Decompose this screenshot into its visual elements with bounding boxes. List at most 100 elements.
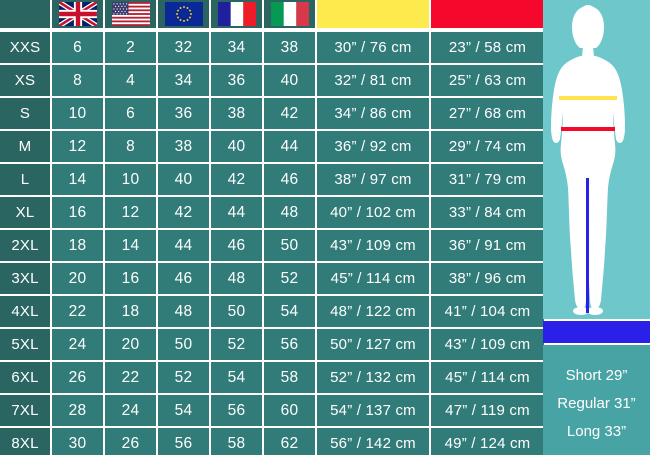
- cell-us: 4: [105, 65, 156, 96]
- cell-it: 40: [264, 65, 315, 96]
- cell-us: 8: [105, 131, 156, 162]
- header-waist-bar: [431, 0, 544, 28]
- table-row: 3XL 20 16 46 48 52 45” / 114 cm 38” / 96 cm: [0, 263, 544, 294]
- cell-uk: 12: [52, 131, 103, 162]
- cell-fr: 56: [211, 395, 262, 426]
- figure-panel: Short 29” Regular 31” Long 33”: [543, 0, 650, 455]
- cell-size: XXS: [0, 32, 50, 63]
- table-row: M 12 8 38 40 44 36” / 92 cm 29” / 74 cm: [0, 131, 544, 162]
- cell-eu: 42: [158, 197, 209, 228]
- cell-size: 5XL: [0, 329, 50, 360]
- cell-it: 46: [264, 164, 315, 195]
- cell-eu: 36: [158, 98, 209, 129]
- table-row: 7XL 28 24 54 56 60 54” / 137 cm 47” / 119 cm: [0, 395, 544, 426]
- cell-fr: 52: [211, 329, 262, 360]
- cell-uk: 22: [52, 296, 103, 327]
- cell-fr: 40: [211, 131, 262, 162]
- cell-fr: 48: [211, 263, 262, 294]
- cell-us: 6: [105, 98, 156, 129]
- cell-it: 38: [264, 32, 315, 63]
- inseam-color-bar: [543, 321, 650, 343]
- cell-waist: 36” / 91 cm: [431, 230, 544, 261]
- cell-bust: 45” / 114 cm: [317, 263, 429, 294]
- waist-measure-line: [561, 127, 615, 131]
- cell-us: 26: [105, 428, 156, 455]
- flag-eu-icon: [164, 2, 203, 26]
- table-row: 4XL 22 18 48 50 54 48” / 122 cm 41” / 104 cm: [0, 296, 544, 327]
- cell-waist: 25” / 63 cm: [431, 65, 544, 96]
- table-body: XXS 6 2 32 34 38 30” / 76 cm 23” / 58 cm XS 8 4 34 3…: [0, 30, 544, 455]
- table-row: XL 16 12 42 44 48 40” / 102 cm 33” / 84 cm: [0, 197, 544, 228]
- cell-waist: 29” / 74 cm: [431, 131, 544, 162]
- cell-uk: 24: [52, 329, 103, 360]
- cell-waist: 41” / 104 cm: [431, 296, 544, 327]
- cell-us: 18: [105, 296, 156, 327]
- header-it: [264, 0, 315, 28]
- cell-us: 14: [105, 230, 156, 261]
- cell-size: 7XL: [0, 395, 50, 426]
- cell-us: 12: [105, 197, 156, 228]
- flag-fr-icon: [217, 2, 256, 26]
- cell-bust: 34” / 86 cm: [317, 98, 429, 129]
- cell-bust: 52” / 132 cm: [317, 362, 429, 393]
- cell-size: 8XL: [0, 428, 50, 455]
- cell-size: XS: [0, 65, 50, 96]
- cell-fr: 58: [211, 428, 262, 455]
- cell-waist: 23” / 58 cm: [431, 32, 544, 63]
- inseam-option-short: Short 29”: [565, 366, 628, 384]
- table-row: 2XL 18 14 44 46 50 43” / 109 cm 36” / 91 cm: [0, 230, 544, 261]
- cell-size: 2XL: [0, 230, 50, 261]
- cell-it: 52: [264, 263, 315, 294]
- cell-eu: 54: [158, 395, 209, 426]
- cell-eu: 52: [158, 362, 209, 393]
- cell-uk: 28: [52, 395, 103, 426]
- cell-size: S: [0, 98, 50, 129]
- table-row: XXS 6 2 32 34 38 30” / 76 cm 23” / 58 cm: [0, 32, 544, 63]
- cell-it: 50: [264, 230, 315, 261]
- size-table: XXS 6 2 32 34 38 30” / 76 cm 23” / 58 cm XS 8 4 34 3…: [0, 0, 544, 455]
- cell-uk: 16: [52, 197, 103, 228]
- table-row: 6XL 26 22 52 54 58 52” / 132 cm 45” / 114 cm: [0, 362, 544, 393]
- cell-uk: 14: [52, 164, 103, 195]
- cell-uk: 26: [52, 362, 103, 393]
- cell-size: M: [0, 131, 50, 162]
- cell-it: 60: [264, 395, 315, 426]
- cell-bust: 40” / 102 cm: [317, 197, 429, 228]
- cell-size: 6XL: [0, 362, 50, 393]
- cell-waist: 33” / 84 cm: [431, 197, 544, 228]
- flag-uk-icon: [58, 2, 97, 26]
- header-blank-cell: [0, 0, 50, 28]
- cell-it: 62: [264, 428, 315, 455]
- table-row: S 10 6 36 38 42 34” / 86 cm 27” / 68 cm: [0, 98, 544, 129]
- cell-bust: 56” / 142 cm: [317, 428, 429, 455]
- cell-us: 2: [105, 32, 156, 63]
- header-fr: [211, 0, 262, 28]
- cell-size: XL: [0, 197, 50, 228]
- cell-eu: 46: [158, 263, 209, 294]
- cell-uk: 20: [52, 263, 103, 294]
- cell-bust: 30” / 76 cm: [317, 32, 429, 63]
- inseam-legend: Short 29” Regular 31” Long 33”: [543, 345, 650, 455]
- inseam-measure-line: [586, 178, 589, 313]
- header-bust-bar: [317, 0, 429, 28]
- cell-it: 48: [264, 197, 315, 228]
- table-row: 8XL 30 26 56 58 62 56” / 142 cm 49” / 124 cm: [0, 428, 544, 455]
- cell-it: 56: [264, 329, 315, 360]
- cell-eu: 38: [158, 131, 209, 162]
- header-eu: [158, 0, 209, 28]
- cell-bust: 54” / 137 cm: [317, 395, 429, 426]
- cell-size: L: [0, 164, 50, 195]
- table-row: XS 8 4 34 36 40 32” / 81 cm 25” / 63 cm: [0, 65, 544, 96]
- cell-uk: 18: [52, 230, 103, 261]
- flag-us-icon: [111, 2, 150, 26]
- cell-uk: 30: [52, 428, 103, 455]
- inseam-option-regular: Regular 31”: [557, 394, 636, 412]
- cell-waist: 49” / 124 cm: [431, 428, 544, 455]
- cell-uk: 6: [52, 32, 103, 63]
- cell-waist: 43” / 109 cm: [431, 329, 544, 360]
- cell-size: 3XL: [0, 263, 50, 294]
- cell-eu: 56: [158, 428, 209, 455]
- cell-fr: 42: [211, 164, 262, 195]
- cell-waist: 27” / 68 cm: [431, 98, 544, 129]
